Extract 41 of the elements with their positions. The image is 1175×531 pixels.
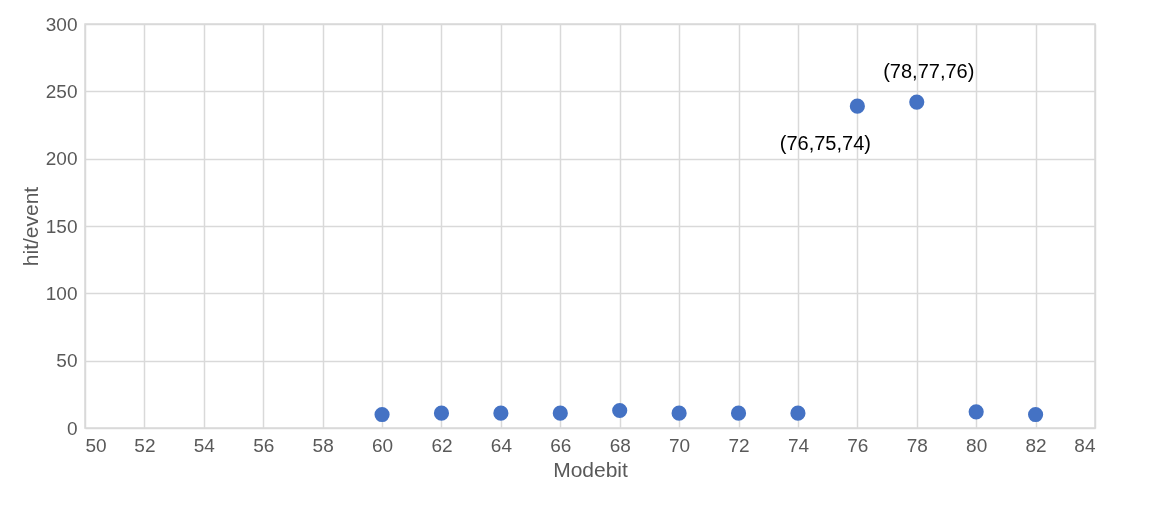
x-tick-label: 74: [787, 434, 810, 456]
x-tick-label: 58: [312, 434, 334, 456]
x-axis-title: Modebit: [553, 457, 629, 481]
y-tick-label: 150: [45, 215, 78, 237]
x-tick-label: 66: [550, 434, 572, 456]
x-tick-label: 60: [371, 434, 394, 456]
point: [849, 98, 865, 114]
y-tick-label: 200: [45, 148, 78, 170]
point: [612, 402, 628, 419]
point: [493, 405, 509, 421]
point: [790, 405, 806, 421]
x-tick-label: 62: [431, 434, 453, 456]
y-tick-label: 250: [45, 80, 78, 102]
y-tick-label: 50: [56, 350, 78, 372]
point: [552, 405, 568, 421]
point: [909, 94, 925, 110]
point: [671, 405, 687, 421]
point: [374, 406, 390, 423]
x-tick-label: 72: [728, 434, 750, 456]
y-tick-label: 0: [66, 417, 78, 439]
y-tick-label: 300: [45, 13, 78, 35]
point: [433, 405, 450, 421]
point: [968, 404, 984, 420]
x-tick-label: 82: [1025, 434, 1047, 456]
x-tick-label: 78: [906, 434, 928, 456]
x-tick-label: 76: [847, 434, 869, 456]
y-axis-title: hit/event: [18, 186, 42, 267]
point: [730, 405, 747, 421]
x-tick-label: 84: [1074, 434, 1096, 456]
x-tick-label: 54: [193, 434, 216, 456]
x-tick-label: 52: [134, 434, 156, 456]
x-tick-label: 80: [966, 434, 988, 456]
x-tick-label: 68: [609, 434, 631, 456]
x-tick-label: 50: [85, 434, 107, 456]
x-tick-label: 70: [669, 434, 691, 456]
annotation: (78,77,76): [883, 60, 975, 83]
y-tick-label: 100: [45, 282, 78, 304]
annotation: (76,75,74): [779, 132, 871, 155]
x-tick-label: 64: [490, 434, 513, 456]
x-tick-label: 56: [253, 434, 275, 456]
point: [1028, 406, 1044, 423]
